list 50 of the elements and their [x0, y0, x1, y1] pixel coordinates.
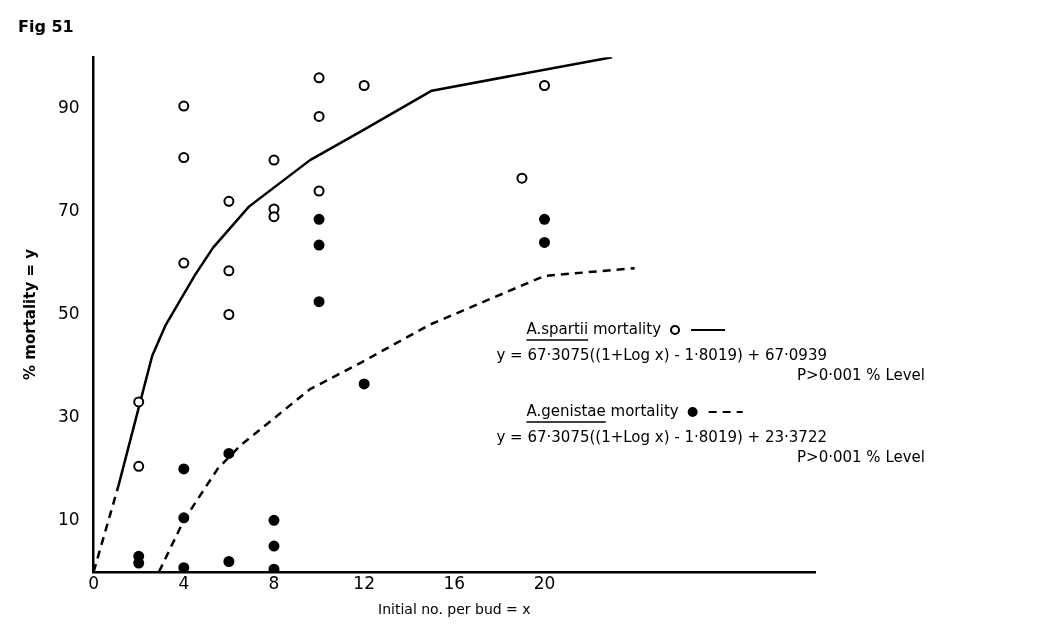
point — [313, 110, 325, 122]
x-tick-label: 0 — [88, 573, 100, 594]
annotation: P>0·001 % Level — [797, 447, 925, 466]
y-tick-label: 70 — [57, 200, 80, 220]
point — [313, 72, 325, 84]
point — [178, 463, 190, 475]
x-axis-title: Initial no. per bud = x — [378, 601, 531, 618]
legend-label: A.genistae mortality — [526, 401, 679, 420]
point — [223, 195, 235, 207]
point — [516, 172, 528, 184]
point — [178, 100, 190, 112]
point — [268, 563, 280, 572]
x-tick-label: 4 — [178, 573, 190, 594]
point — [178, 257, 190, 269]
point — [358, 80, 370, 91]
legend-label: A.spartii mortality — [526, 319, 662, 338]
point — [313, 239, 325, 251]
point — [223, 447, 235, 459]
y-axis-title: % mortality = y — [20, 248, 39, 380]
point — [538, 213, 550, 225]
point — [133, 396, 145, 408]
y-tick-label: 30 — [57, 405, 80, 426]
point — [223, 309, 235, 320]
point — [313, 213, 325, 225]
point — [268, 154, 280, 166]
y-tick-label: 90 — [57, 97, 80, 118]
point — [178, 152, 190, 164]
point — [268, 211, 280, 223]
point — [538, 80, 550, 91]
point — [223, 556, 235, 568]
annotation: y = 67·3075((1+Log x) - 1·8019) + 67·0939 — [496, 345, 827, 364]
point — [223, 265, 235, 277]
point — [178, 562, 190, 572]
annotation: y = 67·3075((1+Log x) - 1·8019) + 23·3722 — [496, 427, 827, 446]
y-tick-label: 10 — [57, 508, 80, 529]
x-tick-label: 8 — [268, 573, 280, 594]
point — [268, 540, 280, 552]
point — [313, 296, 325, 308]
chart-title: Fig 51 — [18, 16, 74, 36]
x-tick-label: 16 — [443, 573, 466, 594]
point — [178, 512, 190, 524]
point — [358, 378, 370, 390]
point — [313, 185, 325, 197]
y-tick-label: 50 — [57, 302, 80, 323]
x-tick-label: 12 — [353, 573, 375, 594]
point — [133, 460, 145, 472]
point — [268, 514, 280, 526]
point — [538, 236, 550, 248]
x-tick-label: 20 — [533, 573, 556, 594]
annotation: P>0·001 % Level — [797, 365, 925, 384]
